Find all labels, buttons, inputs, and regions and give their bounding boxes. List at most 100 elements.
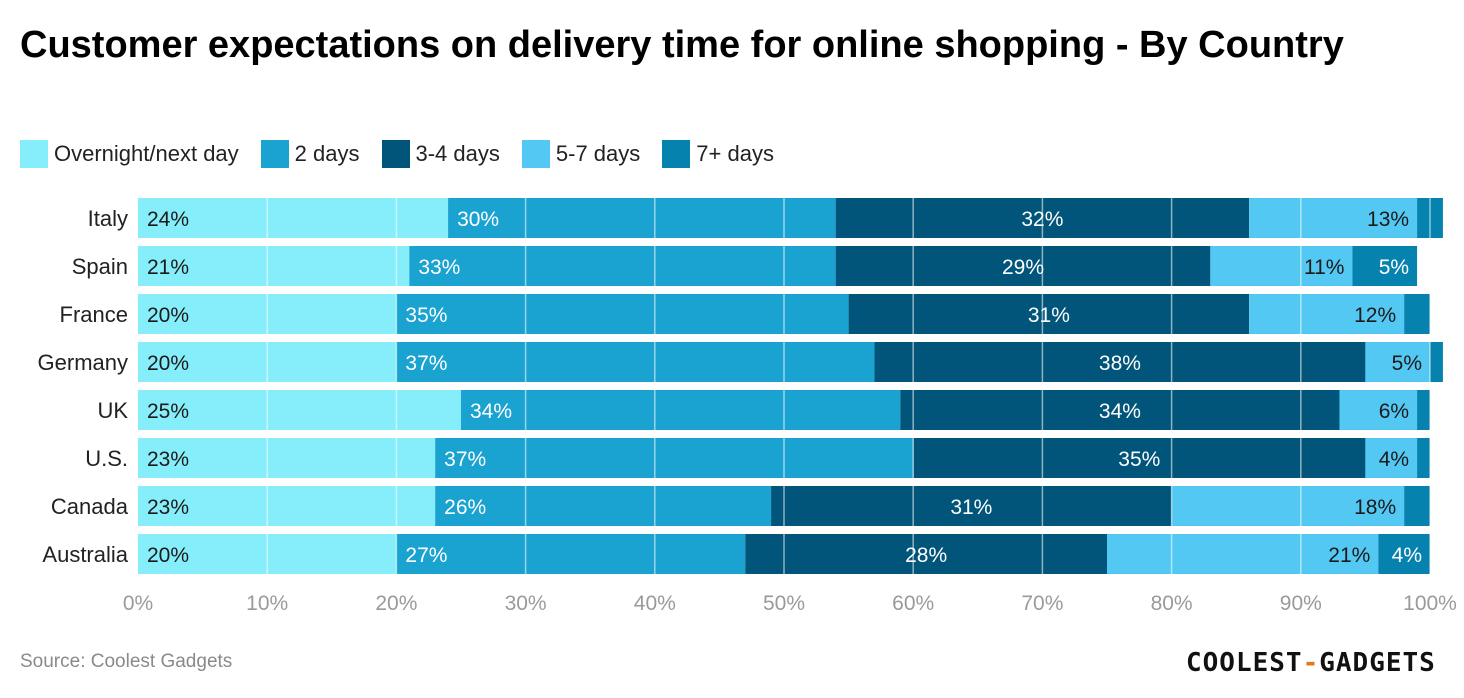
data-label: 21% — [147, 256, 189, 279]
stacked-bar-chart: 24% 30% 32% 13% 21% 33% 29% 11% 5% 20% 35% 31% 12% 20… — [37, 194, 1457, 615]
bar-segment — [1365, 438, 1418, 478]
data-label: 5% — [1392, 352, 1422, 375]
data-label: 34% — [470, 400, 512, 423]
data-label: 28% — [905, 544, 947, 567]
legend-item-4: 7+ days — [662, 140, 774, 168]
bar-segment — [435, 486, 772, 526]
legend-label: 7+ days — [696, 141, 774, 166]
grid-group — [266, 194, 1431, 578]
bar-segment — [1404, 486, 1430, 526]
legend-label: 3-4 days — [415, 141, 500, 166]
data-label: 23% — [147, 496, 189, 519]
brand-logo-right: GADGETS — [1319, 648, 1436, 678]
bar-segment — [835, 246, 1211, 286]
data-label: 5% — [1379, 256, 1409, 279]
bar-segment — [138, 438, 436, 478]
category-label: UK — [97, 398, 128, 423]
legend-swatch — [521, 140, 550, 168]
legend-item-1: 2 days — [260, 140, 360, 168]
data-label: 33% — [418, 256, 460, 279]
category-label: Spain — [72, 254, 128, 279]
data-label: 6% — [1379, 400, 1409, 423]
data-label: 35% — [1118, 448, 1160, 471]
legend-label: 5-7 days — [555, 141, 641, 166]
legend-swatch — [662, 140, 691, 168]
bar-segment — [138, 246, 410, 286]
data-label: 30% — [457, 208, 499, 231]
bar-segment — [448, 198, 836, 238]
data-label: 25% — [147, 400, 189, 423]
bar-segment — [1378, 534, 1430, 574]
category-label: Australia — [42, 542, 128, 567]
bar-segment — [1365, 342, 1430, 382]
chart-title: Customer expectations on delivery time f… — [20, 24, 1344, 66]
bar-segment — [1210, 246, 1353, 286]
data-label: 20% — [147, 304, 189, 327]
x-tick-label: 30% — [505, 592, 547, 615]
category-label: Germany — [38, 350, 128, 375]
source-note: Source: Coolest Gadgets — [20, 651, 233, 672]
data-label: 29% — [1002, 256, 1044, 279]
x-tick-label: 70% — [1021, 592, 1063, 615]
data-label: 20% — [147, 544, 189, 567]
bar-segment — [138, 390, 461, 430]
legend-label: 2 days — [294, 141, 360, 166]
bar-segment — [1430, 342, 1443, 382]
category-label: U.S. — [85, 446, 128, 471]
brand-logo: COOLEST-GADGETS — [1186, 648, 1436, 678]
x-tick-label: 90% — [1280, 592, 1322, 615]
x-tick-label: 80% — [1151, 592, 1193, 615]
bar-segment — [1249, 294, 1405, 334]
bar-segment — [1417, 438, 1430, 478]
data-label: 20% — [147, 352, 189, 375]
data-label: 18% — [1354, 496, 1396, 519]
data-label: 31% — [1028, 304, 1070, 327]
data-label: 38% — [1099, 352, 1141, 375]
brand-logo-separator: - — [1302, 648, 1320, 678]
data-label: 11% — [1304, 256, 1344, 279]
bar-segment — [1107, 534, 1379, 574]
data-label: 12% — [1354, 304, 1396, 327]
data-label: 23% — [147, 448, 189, 471]
data-label: 35% — [405, 304, 447, 327]
bar-segment — [396, 294, 849, 334]
x-tick-label: 40% — [634, 592, 676, 615]
bar-segment — [409, 246, 836, 286]
bar-segment — [771, 486, 1172, 526]
data-label: 32% — [1021, 208, 1063, 231]
data-label: 27% — [405, 544, 447, 567]
data-label: 31% — [950, 496, 992, 519]
legend-item-2: 3-4 days — [381, 140, 500, 168]
data-label: 34% — [1099, 400, 1141, 423]
bar-segment — [874, 342, 1366, 382]
bar-segment — [1404, 294, 1430, 334]
bar-segment — [461, 390, 901, 430]
bar-segment — [848, 294, 1250, 334]
data-label: 26% — [444, 496, 486, 519]
legend-item-0: Overnight/next day — [20, 140, 239, 168]
bar-segment — [1171, 486, 1405, 526]
category-label: Italy — [88, 206, 128, 231]
legend-swatch — [381, 140, 410, 168]
bar-segment — [745, 534, 1107, 574]
x-tick-label: 10% — [246, 592, 288, 615]
bar-segment — [1249, 198, 1418, 238]
bar-segment — [396, 534, 746, 574]
data-label: 13% — [1367, 208, 1409, 231]
category-label: France — [60, 302, 128, 327]
x-tick-label: 0% — [123, 592, 153, 615]
legend-label: Overnight/next day — [54, 141, 239, 166]
legend-swatch — [20, 140, 48, 168]
x-tick-label: 100% — [1403, 592, 1457, 615]
x-tick-label: 60% — [892, 592, 934, 615]
data-label: 4% — [1392, 544, 1422, 567]
data-label: 37% — [444, 448, 486, 471]
bar-segment — [435, 438, 914, 478]
x-tick-label: 20% — [375, 592, 417, 615]
legend-swatch — [260, 140, 289, 168]
bar-segment — [396, 342, 875, 382]
bar-segment — [1339, 390, 1418, 430]
data-label: 37% — [405, 352, 447, 375]
data-labels-group: 24% 30% 32% 13% 21% 33% 29% 11% 5% 20% 35% 31% 12% 20… — [147, 208, 1422, 567]
data-label: 24% — [147, 208, 189, 231]
